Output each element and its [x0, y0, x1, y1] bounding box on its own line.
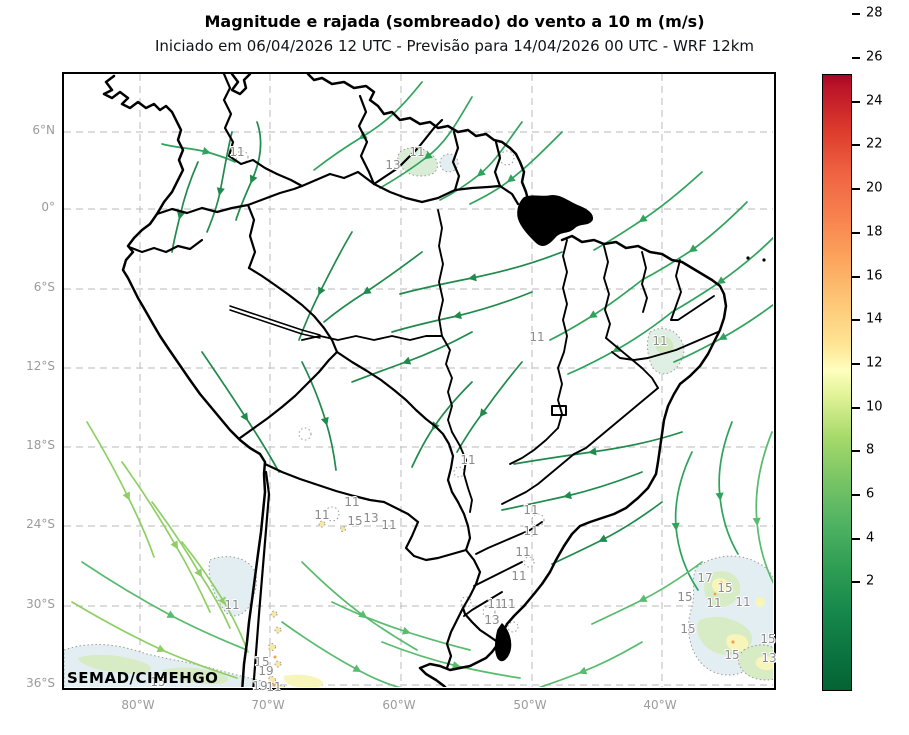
colorbar-tick: 20: [852, 180, 883, 196]
colorbar-tick-mark: [852, 231, 860, 234]
colorbar-tick-label: 6: [866, 486, 875, 502]
colorbar-tick: 12: [852, 355, 883, 371]
contour-label: 11: [515, 545, 531, 559]
colorbar-tick: 4: [852, 530, 874, 546]
contour-label: 11: [529, 330, 545, 344]
colorbar-tick-label: 24: [866, 93, 883, 109]
colorbar-tick-label: 10: [866, 399, 883, 415]
colorbar-tick: 18: [852, 224, 883, 240]
watermark: SEMAD/CIMEHGO: [67, 669, 219, 687]
contour-label: 15: [347, 514, 363, 528]
contour-label: 11: [523, 524, 539, 538]
coastline-borders: [102, 74, 766, 687]
contour-label: 19: [258, 664, 274, 678]
colorbar-tick-mark: [852, 362, 860, 365]
contour-label: 13: [761, 651, 777, 665]
contour-label: 11: [344, 495, 360, 509]
lat-tick-label: 6°S: [33, 280, 55, 294]
contour-label: 15: [677, 590, 693, 604]
colorbar-tick: 28: [852, 5, 883, 21]
lat-tick-label: 24°S: [26, 517, 55, 531]
colorbar-tick: 8: [852, 442, 874, 458]
colorbar-tick-mark: [852, 187, 860, 190]
colorbar-tick-mark: [852, 318, 860, 321]
colorbar-tick-label: 4: [866, 530, 875, 546]
colorbar-tick-label: 26: [866, 49, 883, 65]
contour-label: 11: [409, 145, 425, 159]
colorbar-tick: 14: [852, 311, 883, 327]
colorbar-tick: 16: [852, 268, 883, 284]
colorbar-tick: 2: [852, 573, 874, 589]
lat-tick-label: 30°S: [26, 597, 55, 611]
colorbar-tick-mark: [852, 143, 860, 146]
colorbar-tick: 24: [852, 93, 883, 109]
colorbar-tick-label: 8: [866, 442, 875, 458]
colorbar-tick-mark: [852, 56, 860, 59]
colorbar-tick-label: 2: [866, 573, 875, 589]
map-art: [64, 74, 773, 687]
colorbar-tick-mark: [852, 406, 860, 409]
colorbar-tick-label: 28: [866, 5, 883, 21]
contour-label: 13: [484, 613, 500, 627]
colorbar-tick-label: 20: [866, 180, 883, 196]
contour-label: 17: [697, 571, 713, 585]
contour-label: 13: [385, 158, 401, 172]
contour-label: 11: [266, 680, 282, 694]
colorbar-tick-label: 14: [866, 311, 883, 327]
contour-label: 11: [523, 503, 539, 517]
lat-tick-label: 36°S: [26, 676, 55, 690]
contour-label: 15: [760, 632, 776, 646]
colorbar-tick-mark: [852, 580, 860, 583]
map-subtitle: Iniciado em 06/04/2026 12 UTC - Previsão…: [154, 37, 755, 55]
lat-tick-label: 12°S: [26, 359, 55, 373]
contour-label: 15: [254, 655, 270, 669]
colorbar-tick-label: 12: [866, 355, 883, 371]
lon-tick-label: 60°W: [382, 698, 416, 712]
colorbar-tick: 22: [852, 136, 883, 152]
colorbar-tick-mark: [852, 12, 860, 15]
contour-label: 11: [511, 569, 527, 583]
colorbar-tick-mark: [852, 449, 860, 452]
contour-label: 13: [363, 511, 379, 525]
contour-label: 11: [487, 597, 503, 611]
colorbar-tick: 10: [852, 399, 883, 415]
colorbar-tick-mark: [852, 275, 860, 278]
colorbar-tick-label: 22: [866, 136, 883, 152]
lat-tick-label: 6°N: [32, 123, 55, 137]
lon-tick-label: 70°W: [251, 698, 285, 712]
contour-label: 11: [381, 518, 397, 532]
lon-tick-label: 40°W: [643, 698, 677, 712]
contour-label: 15: [680, 622, 696, 636]
colorbar-tick-mark: [852, 493, 860, 496]
contour-label: 11: [314, 508, 330, 522]
contour-label: 15: [717, 581, 733, 595]
contour-label: 11: [652, 334, 668, 348]
colorbar-tick: 26: [852, 49, 883, 65]
contour-label: 11: [229, 145, 245, 159]
colorbar-tick-mark: [852, 537, 860, 540]
contour-label: 19: [252, 679, 268, 693]
colorbar-tick: 6: [852, 486, 874, 502]
contour-label: 11: [706, 596, 722, 610]
contour-label: 15: [150, 675, 166, 689]
contour-label: 11: [500, 597, 516, 611]
colorbar-gradient: [822, 74, 852, 691]
contour-label: 11: [460, 453, 476, 467]
map-title: Magnitude e rajada (sombreado) do vento …: [204, 12, 705, 31]
map-canvas: [62, 72, 776, 690]
wind-streamlines: [71, 81, 773, 687]
lon-tick-label: 50°W: [513, 698, 547, 712]
contour-label: 11: [224, 598, 240, 612]
contour-label: 11: [735, 595, 751, 609]
colorbar-tick-mark: [852, 100, 860, 103]
colorbar-tick-label: 16: [866, 268, 883, 284]
contour-label: 15: [724, 648, 740, 662]
lon-tick-label: 80°W: [121, 698, 155, 712]
lat-tick-label: 18°S: [26, 438, 55, 452]
colorbar-tick-label: 18: [866, 224, 883, 240]
lat-tick-label: 0°: [41, 200, 55, 214]
